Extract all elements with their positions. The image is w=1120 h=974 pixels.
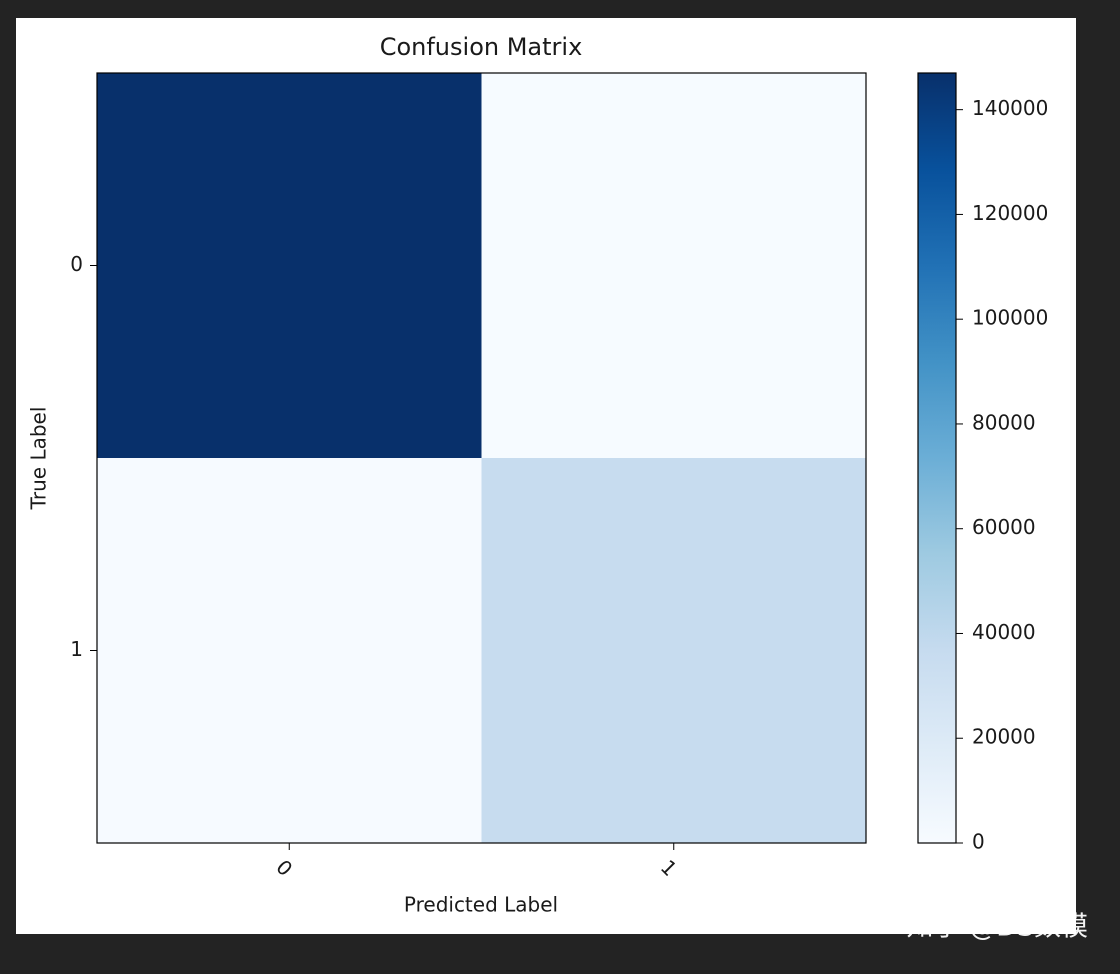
colorbar — [917, 72, 957, 844]
colorbar-tick-label: 80000 — [972, 410, 1036, 434]
colorbar-tick-label: 0 — [972, 830, 985, 854]
colorbar-tick-label: 140000 — [972, 96, 1048, 120]
plot-frame — [96, 72, 867, 844]
y-axis-label: True Label — [27, 407, 51, 511]
colorbar-tick-label: 40000 — [972, 620, 1036, 644]
heatmap-cell — [97, 458, 482, 844]
chart-title: Confusion Matrix — [380, 33, 583, 61]
colorbar-tick-label: 100000 — [972, 306, 1048, 330]
y-tick-label: 0 — [70, 252, 83, 276]
watermark: 知乎 @DS数模 — [906, 912, 1088, 943]
colorbar-tick-label: 20000 — [972, 725, 1036, 749]
heatmap-cell — [481, 73, 867, 459]
y-tick-label: 1 — [70, 637, 83, 661]
heatmap-cell — [481, 458, 867, 844]
x-axis-label: Predicted Label — [404, 893, 558, 917]
heatmap-cell — [97, 73, 482, 459]
colorbar-tick-label: 120000 — [972, 201, 1048, 225]
colorbar-tick-label: 60000 — [972, 515, 1036, 539]
